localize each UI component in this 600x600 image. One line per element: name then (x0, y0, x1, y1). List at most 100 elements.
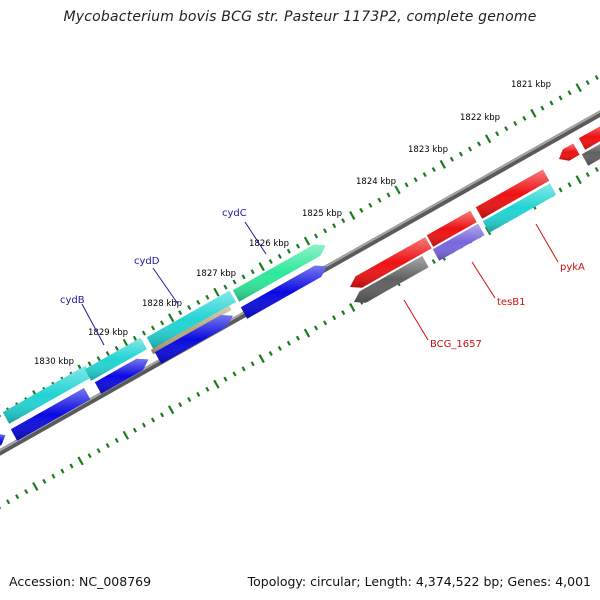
minor-tick (132, 427, 137, 433)
red-feature-2[interactable] (426, 210, 477, 247)
red-feature-5[interactable] (578, 124, 600, 150)
minor-tick (241, 274, 246, 280)
minor-tick (232, 371, 237, 377)
accession-text: Accession: NC_008769 (9, 574, 152, 589)
minor-tick (495, 131, 500, 137)
minor-tick (567, 90, 572, 96)
cydB-callout (81, 303, 105, 346)
major-tick (484, 226, 492, 236)
pykA-label: pykA (560, 262, 585, 273)
minor-tick (341, 218, 346, 224)
minor-tick (449, 156, 454, 162)
minor-tick (42, 478, 47, 484)
minor-tick (196, 391, 201, 397)
green-feature-cydC[interactable] (232, 244, 326, 302)
minor-tick (69, 463, 74, 469)
minor-tick (368, 202, 373, 208)
red-feature-4[interactable] (559, 143, 580, 161)
minor-tick (105, 443, 110, 449)
cyan-feature-2[interactable] (84, 337, 147, 381)
kbp-label-1822: 1822 kbp (460, 113, 500, 123)
kbp-label-1826: 1826 kbp (249, 239, 289, 249)
major-tick (394, 185, 401, 195)
minor-tick (187, 305, 192, 311)
minor-tick (585, 80, 590, 86)
minor-tick (286, 248, 291, 254)
minor-tick (114, 345, 119, 351)
outer-tick-row (0, 74, 599, 417)
minor-tick (24, 489, 29, 495)
minor-tick (323, 320, 328, 326)
minor-tick (558, 187, 563, 193)
feature-tracks[interactable] (0, 124, 600, 451)
tesB1-callout (471, 261, 496, 299)
major-tick (213, 287, 220, 297)
minor-tick (404, 182, 409, 188)
red-feature-1[interactable] (350, 237, 432, 288)
minor-tick (250, 361, 255, 367)
minor-tick (160, 412, 165, 418)
minor-tick (277, 253, 282, 259)
minor-tick (60, 468, 65, 474)
minor-tick (205, 294, 210, 300)
minor-tick (594, 74, 599, 80)
cydB-label: cydB (60, 295, 85, 306)
cyan-feature-pykA[interactable] (482, 183, 557, 233)
kbp-label-1828: 1828 kbp (142, 299, 182, 309)
minor-tick (431, 258, 436, 264)
minor-tick (567, 182, 572, 188)
major-tick (575, 175, 582, 185)
minor-tick (223, 376, 228, 382)
map-title: Mycobacterium bovis BCG str. Pasteur 117… (63, 9, 537, 25)
minor-tick (150, 417, 156, 423)
minor-tick (51, 473, 56, 479)
minor-tick (476, 141, 482, 147)
minor-tick (413, 177, 418, 183)
tan-feature[interactable] (150, 305, 232, 355)
kbp-label-1829: 1829 kbp (88, 328, 128, 338)
cyan-feature-cydD[interactable] (146, 290, 236, 349)
grey-feature-2[interactable] (581, 140, 600, 166)
minor-tick (160, 320, 165, 326)
tesB1-label: tesB1 (497, 297, 526, 308)
minor-tick (268, 351, 273, 357)
red-feature-3[interactable] (475, 169, 550, 219)
minor-tick (141, 330, 147, 336)
blue-feature-2[interactable] (10, 388, 91, 441)
cydD-callout (152, 267, 179, 305)
minor-tick (386, 192, 391, 198)
kbp-label-1830: 1830 kbp (34, 357, 74, 367)
cyan-feature-1[interactable] (2, 365, 92, 424)
minor-tick (250, 269, 255, 275)
minor-tick (268, 259, 273, 265)
major-tick (258, 354, 265, 364)
minor-tick (87, 361, 92, 367)
genome-stats-text: Topology: circular; Length: 4,374,522 bp… (247, 574, 591, 589)
minor-tick (458, 151, 464, 157)
major-tick (258, 262, 265, 272)
minor-tick (313, 233, 319, 239)
major-tick (439, 159, 446, 169)
blue-feature-4[interactable] (154, 315, 233, 364)
blue-feature-1[interactable] (0, 433, 6, 450)
major-tick (575, 83, 582, 93)
kbp-label-1824: 1824 kbp (356, 177, 396, 187)
minor-tick (223, 284, 228, 290)
minor-tick (585, 172, 590, 178)
blue-feature-3[interactable] (94, 358, 149, 394)
grey-feature-BCG_1657[interactable] (354, 256, 429, 303)
cydD-label: cydD (134, 256, 160, 267)
blue-feature-5[interactable] (240, 265, 327, 319)
minor-tick (377, 197, 382, 203)
kbp-label-1827: 1827 kbp (196, 269, 236, 279)
minor-tick (96, 356, 101, 362)
minor-tick (323, 228, 328, 234)
minor-tick (15, 494, 20, 500)
minor-tick (6, 499, 11, 505)
minor-tick (150, 325, 156, 331)
purple-feature-tesB1[interactable] (432, 223, 485, 261)
minor-tick (96, 448, 101, 454)
major-tick (167, 405, 175, 415)
BCG_1657-label: BCG_1657 (430, 339, 482, 350)
